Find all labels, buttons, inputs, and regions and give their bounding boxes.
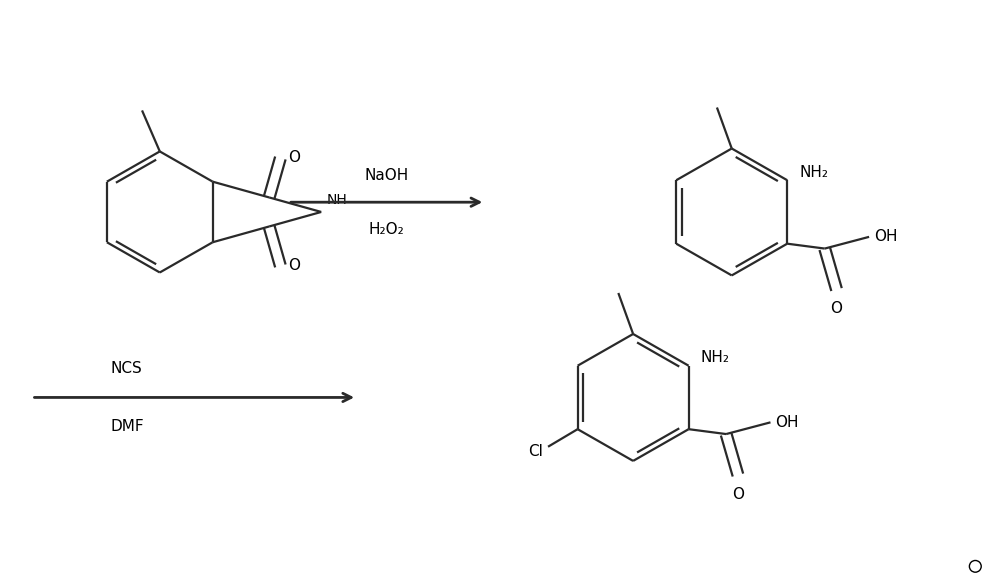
Text: NH: NH <box>326 193 347 207</box>
Text: DMF: DMF <box>110 419 144 434</box>
Text: O: O <box>288 259 300 273</box>
Text: O: O <box>732 487 744 502</box>
Text: OH: OH <box>874 229 898 245</box>
Text: NH₂: NH₂ <box>700 350 729 366</box>
Text: Cl: Cl <box>528 444 543 459</box>
Text: NCS: NCS <box>110 361 142 376</box>
Text: NH₂: NH₂ <box>799 165 828 180</box>
Text: O: O <box>288 150 300 166</box>
Text: H₂O₂: H₂O₂ <box>369 222 404 237</box>
Text: OH: OH <box>775 415 799 430</box>
Text: NaOH: NaOH <box>364 168 409 183</box>
Text: O: O <box>831 301 843 316</box>
